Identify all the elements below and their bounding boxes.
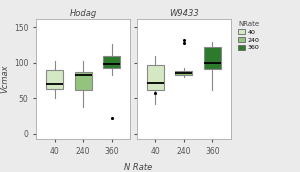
Text: N Rate: N Rate <box>124 163 152 172</box>
Title: W9433: W9433 <box>169 9 199 18</box>
FancyBboxPatch shape <box>204 47 221 69</box>
Title: Hodag: Hodag <box>70 9 97 18</box>
FancyBboxPatch shape <box>147 65 164 90</box>
Y-axis label: Vcmax: Vcmax <box>1 65 10 93</box>
FancyBboxPatch shape <box>175 71 193 75</box>
FancyBboxPatch shape <box>103 56 120 68</box>
FancyBboxPatch shape <box>74 72 92 90</box>
FancyBboxPatch shape <box>46 70 63 89</box>
Legend: 40, 240, 360: 40, 240, 360 <box>237 20 261 52</box>
